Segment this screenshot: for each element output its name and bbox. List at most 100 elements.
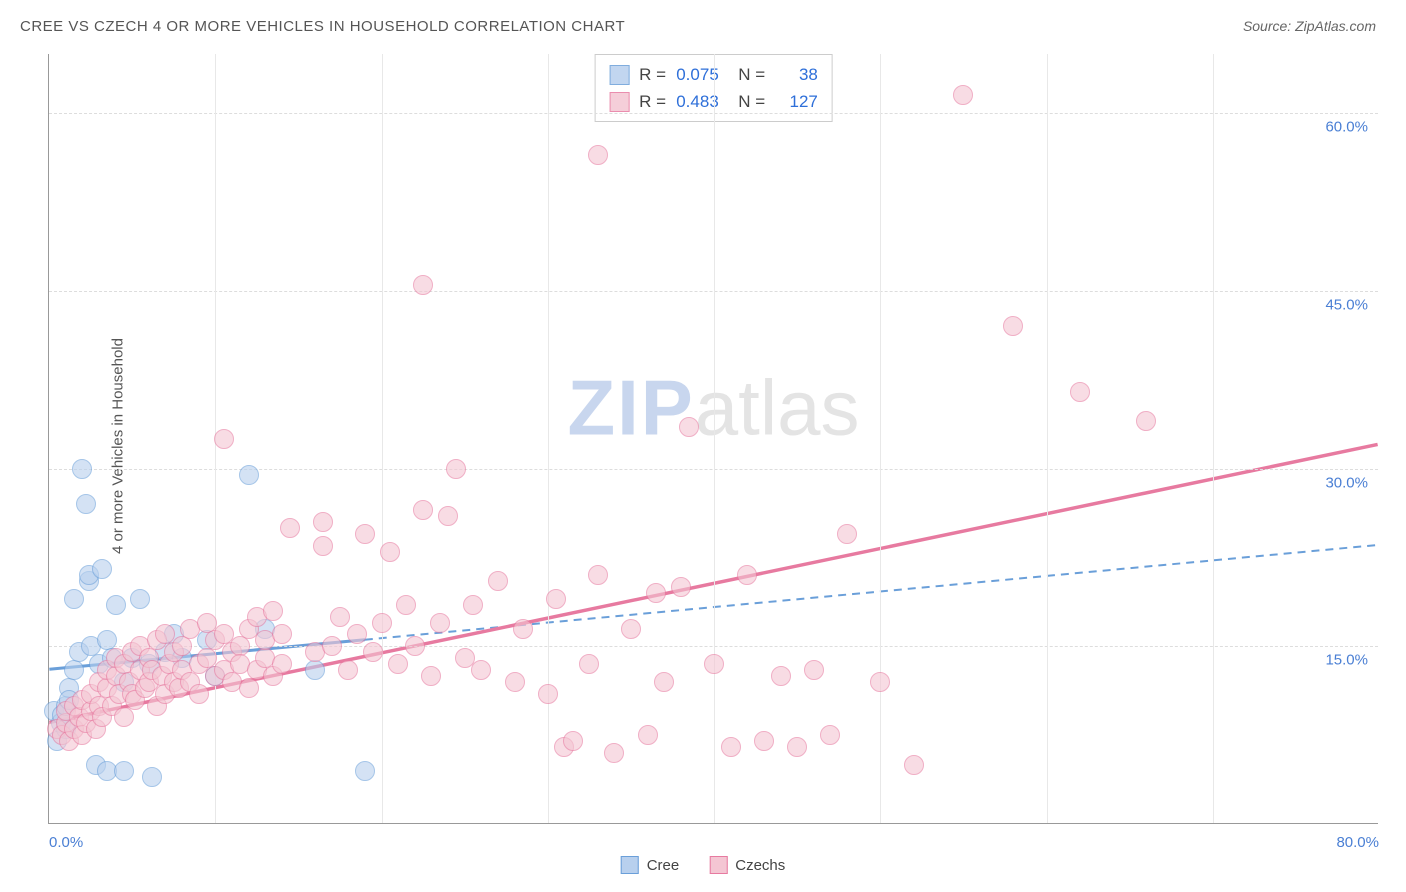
data-point bbox=[239, 465, 259, 485]
data-point bbox=[172, 636, 192, 656]
data-point bbox=[953, 85, 973, 105]
data-point bbox=[114, 707, 134, 727]
data-point bbox=[189, 684, 209, 704]
data-point bbox=[621, 619, 641, 639]
bottom-legend-item: Czechs bbox=[709, 856, 785, 874]
data-point bbox=[538, 684, 558, 704]
xtick-label: 0.0% bbox=[49, 834, 83, 851]
legend-swatch bbox=[621, 856, 639, 874]
gridline-vertical bbox=[1213, 54, 1214, 823]
data-point bbox=[413, 500, 433, 520]
data-point bbox=[330, 607, 350, 627]
legend-r-label: R = 0.483 bbox=[639, 88, 719, 115]
data-point bbox=[92, 559, 112, 579]
ytick-label: 30.0% bbox=[1325, 474, 1368, 491]
data-point bbox=[804, 660, 824, 680]
xtick-label: 80.0% bbox=[1336, 834, 1379, 851]
data-point bbox=[64, 589, 84, 609]
data-point bbox=[380, 542, 400, 562]
data-point bbox=[114, 761, 134, 781]
data-point bbox=[438, 506, 458, 526]
data-point bbox=[355, 524, 375, 544]
data-point bbox=[488, 571, 508, 591]
bottom-legend-label: Czechs bbox=[735, 857, 785, 874]
data-point bbox=[820, 725, 840, 745]
data-point bbox=[280, 518, 300, 538]
data-point bbox=[313, 536, 333, 556]
ytick-label: 15.0% bbox=[1325, 652, 1368, 669]
legend-n-value: 38 bbox=[770, 61, 818, 88]
source-label: Source: ZipAtlas.com bbox=[1243, 18, 1376, 34]
data-point bbox=[272, 654, 292, 674]
gridline-vertical bbox=[1047, 54, 1048, 823]
data-point bbox=[421, 666, 441, 686]
legend-r-value: 0.483 bbox=[671, 88, 719, 115]
data-point bbox=[405, 636, 425, 656]
data-point bbox=[338, 660, 358, 680]
gridline-vertical bbox=[880, 54, 881, 823]
data-point bbox=[737, 565, 757, 585]
data-point bbox=[588, 145, 608, 165]
legend-swatch bbox=[709, 856, 727, 874]
data-point bbox=[142, 767, 162, 787]
data-point bbox=[471, 660, 491, 680]
data-point bbox=[771, 666, 791, 686]
data-point bbox=[638, 725, 658, 745]
data-point bbox=[347, 624, 367, 644]
data-point bbox=[130, 589, 150, 609]
legend-n-label: N = 38 bbox=[729, 61, 818, 88]
data-point bbox=[72, 459, 92, 479]
data-point bbox=[704, 654, 724, 674]
legend-swatch bbox=[609, 65, 629, 85]
legend-r-label: R = 0.075 bbox=[639, 61, 719, 88]
data-point bbox=[463, 595, 483, 615]
data-point bbox=[579, 654, 599, 674]
data-point bbox=[305, 660, 325, 680]
data-point bbox=[588, 565, 608, 585]
ytick-label: 45.0% bbox=[1325, 296, 1368, 313]
legend-swatch bbox=[609, 92, 629, 112]
data-point bbox=[679, 417, 699, 437]
data-point bbox=[1070, 382, 1090, 402]
data-point bbox=[388, 654, 408, 674]
legend-n-label: N = 127 bbox=[729, 88, 818, 115]
data-point bbox=[76, 494, 96, 514]
data-point bbox=[372, 613, 392, 633]
gridline-vertical bbox=[714, 54, 715, 823]
data-point bbox=[272, 624, 292, 644]
plot-area: ZIPatlas R = 0.075 N = 38R = 0.483 N = 1… bbox=[48, 54, 1378, 824]
series-legend: Cree Czechs bbox=[621, 856, 786, 874]
data-point bbox=[654, 672, 674, 692]
data-point bbox=[64, 660, 84, 680]
bottom-legend-item: Cree bbox=[621, 856, 680, 874]
data-point bbox=[430, 613, 450, 633]
data-point bbox=[413, 275, 433, 295]
data-point bbox=[671, 577, 691, 597]
data-point bbox=[1136, 411, 1156, 431]
data-point bbox=[604, 743, 624, 763]
data-point bbox=[313, 512, 333, 532]
ytick-label: 60.0% bbox=[1325, 119, 1368, 136]
data-point bbox=[355, 761, 375, 781]
data-point bbox=[546, 589, 566, 609]
legend-n-value: 127 bbox=[770, 88, 818, 115]
gridline-vertical bbox=[548, 54, 549, 823]
data-point bbox=[239, 678, 259, 698]
data-point bbox=[396, 595, 416, 615]
data-point bbox=[646, 583, 666, 603]
data-point bbox=[1003, 316, 1023, 336]
data-point bbox=[721, 737, 741, 757]
data-point bbox=[363, 642, 383, 662]
legend-r-value: 0.075 bbox=[671, 61, 719, 88]
bottom-legend-label: Cree bbox=[647, 857, 680, 874]
data-point bbox=[870, 672, 890, 692]
data-point bbox=[446, 459, 466, 479]
data-point bbox=[214, 429, 234, 449]
chart-title: CREE VS CZECH 4 OR MORE VEHICLES IN HOUS… bbox=[20, 18, 625, 35]
data-point bbox=[505, 672, 525, 692]
data-point bbox=[754, 731, 774, 751]
data-point bbox=[322, 636, 342, 656]
gridline-vertical bbox=[382, 54, 383, 823]
data-point bbox=[513, 619, 533, 639]
data-point bbox=[563, 731, 583, 751]
